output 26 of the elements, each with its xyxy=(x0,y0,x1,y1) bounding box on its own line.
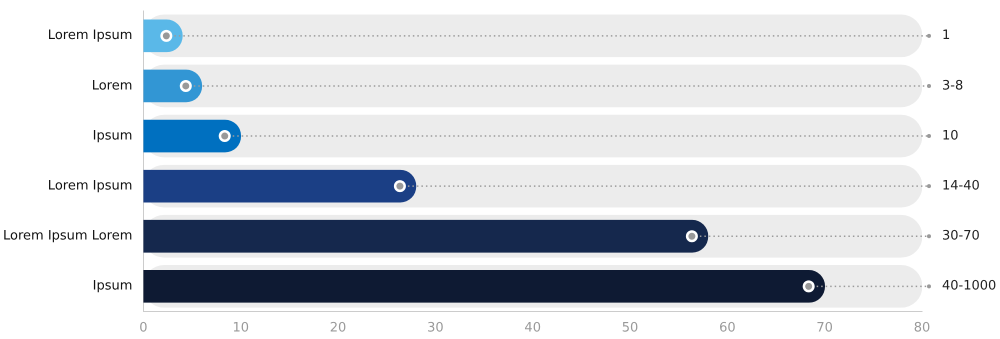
y-tick-label: Ipsum xyxy=(92,278,132,294)
y-tick-label: Lorem Ipsum xyxy=(48,28,132,44)
text: 14-40 xyxy=(942,178,980,194)
x-tick-label: 20 xyxy=(330,320,346,336)
text: 30-70 xyxy=(942,228,980,244)
x-tick-label: 30 xyxy=(427,320,444,336)
text: 3-8 xyxy=(942,78,964,94)
bar xyxy=(143,70,202,102)
text: 10 xyxy=(942,128,959,144)
text: 1 xyxy=(942,28,950,44)
bar xyxy=(143,170,416,202)
y-tick-label: Lorem xyxy=(92,78,132,94)
y-tick-label: Ipsum xyxy=(92,128,132,144)
x-tick-label: 10 xyxy=(232,320,249,336)
x-tick-label: 70 xyxy=(816,320,833,336)
y-tick-label: Lorem Ipsum Lorem xyxy=(2,228,132,244)
x-tick-label: 60 xyxy=(719,320,736,336)
bar xyxy=(143,270,826,303)
y-tick-label: Lorem Ipsum xyxy=(48,178,132,194)
text: 40-1000 xyxy=(942,278,996,294)
x-tick-label: 80 xyxy=(914,320,930,336)
bar xyxy=(143,120,242,152)
bar xyxy=(143,220,708,253)
x-tick-label: 40 xyxy=(524,320,541,336)
x-tick-label: 0 xyxy=(139,320,148,336)
x-tick-label: 50 xyxy=(622,320,638,336)
